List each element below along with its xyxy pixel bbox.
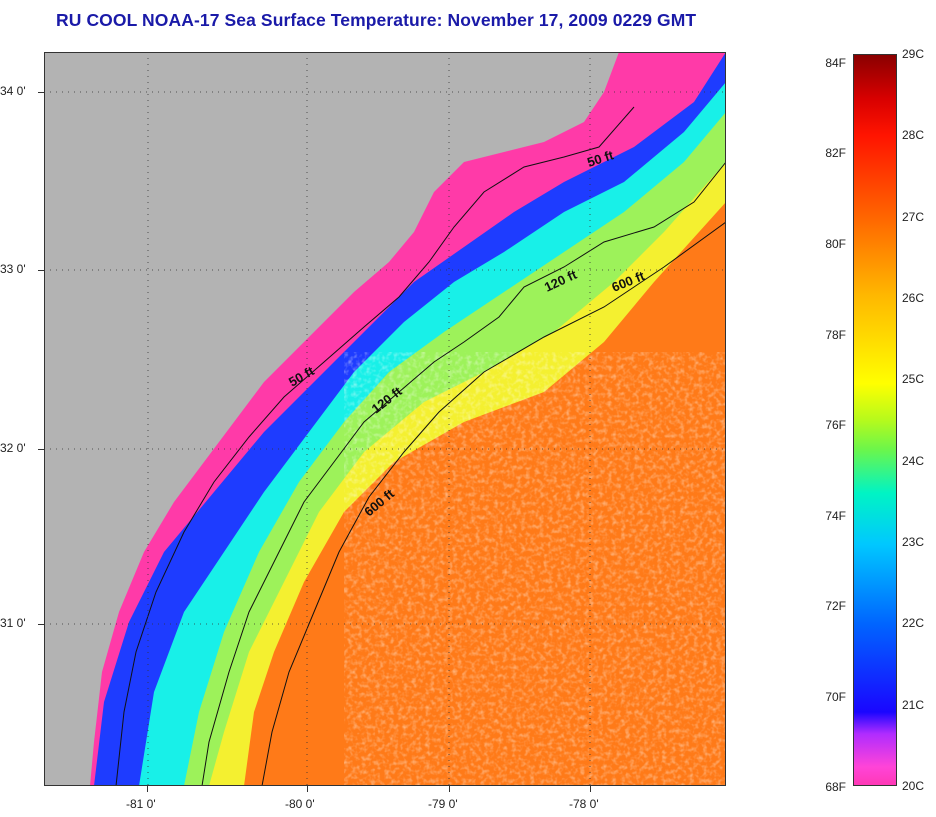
lat-tick xyxy=(38,92,44,93)
colorbar-c-24: 24C xyxy=(902,454,925,468)
cloud-speckle xyxy=(344,352,726,786)
land-mass xyxy=(44,52,619,786)
lat-tick xyxy=(38,270,44,271)
lon-label-78: -78 0' xyxy=(569,797,599,811)
colorbar-c-29: 29C xyxy=(902,47,925,61)
lon-tick xyxy=(307,786,308,792)
colorbar-c-21: 21C xyxy=(902,698,925,712)
colorbar-c-22: 22C xyxy=(902,616,925,630)
lon-label-79: -79 0' xyxy=(428,797,458,811)
lon-tick xyxy=(590,786,591,792)
colorbar-c-25: 25C xyxy=(902,372,925,386)
isobath-120ft xyxy=(201,161,726,786)
colorbar-f-74: 74F xyxy=(825,509,846,523)
colorbar-f-78: 78F xyxy=(825,328,846,342)
colorbar-f-68: 68F xyxy=(825,780,846,794)
colorbar-f-82: 82F xyxy=(825,146,846,160)
isobath-600ft xyxy=(261,221,726,786)
lat-tick xyxy=(38,624,44,625)
colorbar-f-70: 70F xyxy=(825,690,846,704)
sst-map-canvas: 50 ft 50 ft 120 ft 120 ft 600 ft 600 ft xyxy=(44,52,726,786)
colorbar-c-28: 28C xyxy=(902,128,925,142)
lat-label-33: 33 0' xyxy=(0,262,26,276)
colorbar-f-72: 72F xyxy=(825,599,846,613)
colorbar-c-20: 20C xyxy=(902,779,925,793)
lat-label-34: 34 0' xyxy=(0,84,26,98)
colorbar-c-26: 26C xyxy=(902,291,925,305)
colorbar-c-27: 27C xyxy=(902,210,925,224)
lat-label-32: 32 0' xyxy=(0,441,26,455)
colorbar-c-23: 23C xyxy=(902,535,925,549)
colorbar-f-76: 76F xyxy=(825,418,846,432)
colorbar-f-80: 80F xyxy=(825,237,846,251)
lat-tick xyxy=(38,449,44,450)
lon-tick xyxy=(449,786,450,792)
isobath-50ft xyxy=(115,106,635,786)
colorbar-f-84: 84F xyxy=(825,56,846,70)
lon-label-81: -81 0' xyxy=(126,797,156,811)
map-frame xyxy=(44,52,726,786)
map-title: RU COOL NOAA-17 Sea Surface Temperature:… xyxy=(56,10,697,30)
lat-label-31: 31 0' xyxy=(0,616,26,630)
graticule xyxy=(44,52,726,786)
lon-label-80: -80 0' xyxy=(285,797,315,811)
temperature-colorbar xyxy=(853,54,897,786)
sst-map: 50 ft 50 ft 120 ft 120 ft 600 ft 600 ft xyxy=(44,52,726,786)
lon-tick xyxy=(147,786,148,792)
